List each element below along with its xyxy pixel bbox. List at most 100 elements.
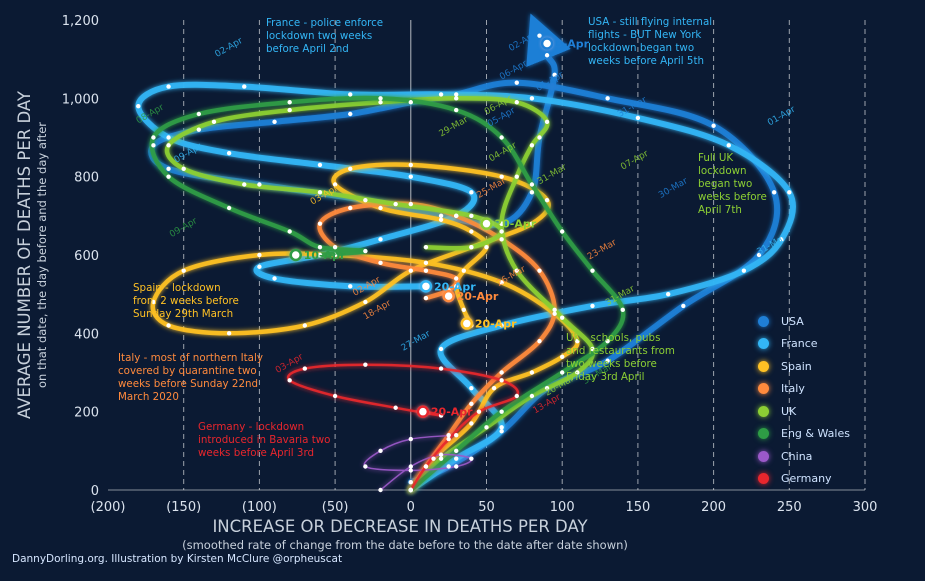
y-tick-label: 200 [74,406,99,421]
series-line-eng-wales [149,95,626,493]
data-point-eng-wales [620,307,625,313]
date-label: 29-Mar [438,115,471,140]
data-point-uk [287,107,292,113]
data-point-uk [438,456,444,461]
data-point-uk [514,100,519,105]
legend-item-eng-wales[interactable]: Eng & Wales [758,423,908,446]
data-point-usa [552,72,557,78]
data-point-france [166,84,171,89]
data-point-eng-wales [454,448,459,454]
legend-item-usa[interactable]: USA [758,310,908,333]
data-point-eng-wales [363,248,368,254]
data-point-spain [302,323,308,328]
annotation-germany: Germany - lockdown introduced in Bavaria… [198,421,331,459]
data-point-eng-wales [317,252,323,258]
data-point-france [348,92,353,97]
data-point-eng-wales [560,229,565,234]
legend-label: Eng & Wales [781,427,850,441]
data-point-usa [408,100,413,105]
data-point-italy [317,221,323,226]
data-point-uk [166,143,171,148]
legend-swatch [758,405,769,417]
data-point-china [363,464,368,469]
data-point-uk [242,182,247,187]
legend: USA France Spain Italy UK Eng & Wales Ch… [758,310,908,490]
data-point-italy [423,295,429,301]
data-point-spain [461,307,466,313]
legend-swatch [758,428,769,440]
data-point-spain [408,268,413,273]
date-label: 23-Mar [586,238,619,263]
data-point-eng-wales [196,111,202,117]
annotation-italy: Italy - most of northern Italy covered b… [118,352,263,403]
data-point-china [469,456,474,461]
data-point-italy [332,244,338,250]
data-point-spain [431,456,436,461]
x-tick-label: 250 [777,500,802,515]
data-point-uk [575,370,580,375]
data-point-uk [529,143,535,148]
x-tick-label: 0 [407,500,415,515]
data-point-uk [317,190,323,195]
data-point-spain [151,299,156,305]
legend-item-china[interactable]: China [758,445,908,468]
x-tick-label: 150 [625,500,650,515]
legend-item-italy[interactable]: Italy [758,378,908,401]
data-point-spain [499,174,504,179]
highlight-point-spain [460,317,474,330]
y-tick-label: 800 [74,171,99,186]
data-point-spain [560,354,565,360]
data-point-uk [211,119,217,125]
date-label: 31-Mar [536,162,569,187]
legend-label: USA [781,314,804,328]
data-point-germany [332,393,338,399]
highlight-label-eng-wales: 10-Apr [304,249,346,262]
data-point-france [136,103,141,109]
highlight-point-france [419,280,433,293]
data-point-spain [491,385,497,391]
data-point-usa [514,80,519,85]
legend-item-france[interactable]: France [758,333,908,356]
data-point-france [454,456,459,461]
data-point-usa [446,464,451,469]
legend-item-spain[interactable]: Spain [758,355,908,378]
data-point-france [438,346,444,352]
data-point-spain [529,370,535,375]
data-point-france [378,237,383,242]
data-point-spain [348,166,353,172]
data-point-eng-wales [529,182,535,187]
date-label: 06-Apr [498,59,529,83]
series-line-germany [286,363,520,492]
data-point-italy [408,201,413,207]
data-point-uk [514,174,519,179]
data-point-germany [393,405,398,410]
legend-swatch [758,315,769,327]
legend-item-uk[interactable]: UK [758,400,908,423]
data-point-italy [348,205,353,211]
series-line-france [135,81,796,493]
data-point-usa [681,303,686,309]
axes-layer: (200) (150) (100) (50) 0 50 100 150 200 250 300 0 20… [15,14,877,552]
data-point-germany [514,393,519,399]
data-point-usa [544,385,550,391]
highlight-label-spain: 20-Apr [475,318,517,331]
date-label: 02-Apr [507,30,538,54]
data-point-france [635,115,641,121]
data-point-france [257,264,262,269]
data-point-eng-wales [226,205,232,211]
data-point-usa [499,429,504,434]
data-point-uk [378,100,383,105]
highlight-label-usa: 3-Apr [555,38,590,51]
x-axis-subtitle: (smoothed rate of change from the date b… [182,538,628,552]
data-point-eng-wales [590,268,595,273]
highlight-label-uk: 20-Apr [495,218,537,231]
data-point-eng-wales [454,107,459,113]
data-point-uk [469,244,474,250]
data-point-eng-wales [287,100,292,105]
series-line-china [363,434,473,491]
data-point-uk [181,166,186,172]
data-point-spain [461,268,466,273]
legend-item-germany[interactable]: Germany [758,468,908,491]
data-point-usa [166,166,171,172]
